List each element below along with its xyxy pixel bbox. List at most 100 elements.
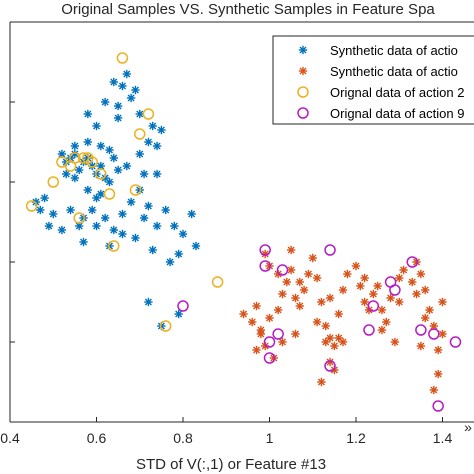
data-point: [57, 225, 67, 235]
data-point: [386, 293, 395, 303]
data-point: [432, 400, 444, 412]
data-point: [129, 184, 142, 196]
data-point: [178, 229, 188, 239]
data-point: [109, 153, 118, 163]
data-point: [49, 209, 58, 219]
legend-entry: Orignal data of action 9: [297, 106, 464, 121]
data-point: [118, 229, 127, 239]
data-point: [373, 281, 382, 291]
data-point: [144, 201, 153, 211]
data-point: [36, 205, 45, 215]
data-point: [122, 161, 131, 171]
data-point: [291, 293, 300, 303]
data-point: [187, 209, 196, 219]
data-point: [428, 328, 440, 340]
data-point: [408, 277, 417, 287]
data-point: [412, 289, 421, 299]
data-point: [170, 221, 179, 231]
x-tick-label: 1.2: [346, 430, 366, 446]
data-point: [324, 360, 336, 372]
data-point: [126, 93, 136, 103]
data-point: [324, 244, 336, 256]
data-point: [70, 173, 80, 183]
data-point: [317, 297, 326, 307]
data-point: [282, 277, 291, 287]
data-point: [321, 321, 330, 331]
data-point: [360, 297, 369, 307]
x-tick-label: 1.4: [433, 430, 453, 446]
data-point: [148, 121, 157, 131]
data-point: [248, 317, 257, 327]
data-point: [272, 328, 284, 340]
data-point: [131, 85, 140, 95]
data-point: [174, 249, 183, 259]
x-tick-label: 0.6: [87, 430, 107, 446]
data-point: [377, 305, 387, 315]
data-point: [118, 209, 127, 219]
data-point: [297, 107, 309, 119]
data-point: [135, 149, 144, 159]
data-point: [330, 341, 339, 351]
data-point: [360, 273, 369, 283]
data-point: [139, 169, 149, 179]
data-point: [239, 309, 248, 319]
chart-title: Original Samples VS. Synthetic Samples i…: [61, 1, 435, 18]
data-point: [96, 189, 106, 199]
data-point: [92, 121, 101, 131]
data-point: [116, 52, 129, 64]
data-point: [152, 169, 162, 179]
data-point: [157, 125, 166, 135]
x-axis-title: STD of V(:,1) or Feature #13: [136, 456, 326, 473]
data-point: [83, 109, 93, 119]
series-4: [177, 244, 462, 412]
data-point: [113, 101, 123, 111]
data-point: [113, 113, 123, 123]
series-1: [31, 69, 201, 331]
data-point: [425, 305, 434, 315]
data-point: [92, 221, 101, 231]
legend-entry: Orignal data of action 2: [297, 85, 464, 100]
legend-label: Orignal data of action 9: [330, 106, 464, 121]
axes: [9, 21, 474, 423]
data-point: [433, 345, 443, 355]
data-point: [406, 256, 418, 268]
data-point: [367, 300, 380, 312]
data-point: [142, 108, 155, 120]
data-point: [126, 197, 136, 207]
data-point: [263, 352, 276, 364]
data-point: [152, 221, 162, 231]
data-point: [70, 141, 80, 151]
data-point: [291, 329, 300, 339]
data-point: [321, 337, 330, 347]
data-point: [369, 289, 378, 299]
data-point: [390, 337, 400, 347]
data-point: [148, 245, 157, 255]
data-point: [25, 200, 38, 212]
data-point: [278, 289, 287, 299]
x-tick-label: 1: [266, 430, 274, 446]
data-point: [144, 137, 153, 147]
data-point: [165, 257, 175, 267]
data-point: [295, 301, 304, 311]
data-point: [259, 260, 271, 272]
data-point: [44, 221, 54, 231]
data-point: [134, 128, 146, 140]
data-point: [69, 152, 81, 164]
legend-entry: Synthetic data of actio: [298, 43, 458, 58]
data-point: [100, 213, 110, 223]
data-point: [79, 237, 88, 247]
legend-label: Synthetic data of actio: [330, 64, 458, 79]
data-point: [161, 205, 170, 215]
data-point: [259, 244, 271, 256]
data-point: [433, 369, 443, 379]
data-point: [83, 137, 93, 147]
data-point: [159, 320, 172, 332]
data-point: [312, 273, 322, 283]
data-point: [96, 141, 106, 151]
data-point: [338, 337, 348, 347]
data-point: [252, 345, 261, 355]
data-point: [273, 305, 283, 315]
data-point: [100, 97, 110, 107]
data-point: [122, 69, 131, 79]
data-points: [25, 52, 462, 412]
